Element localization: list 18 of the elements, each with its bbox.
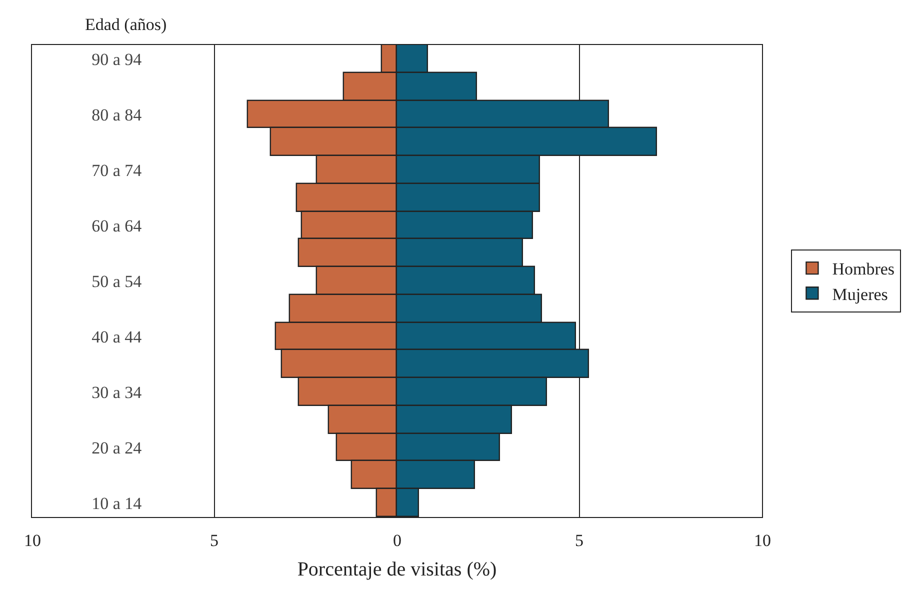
x-tick-label: 5 [210, 531, 218, 550]
y-tick-label: 40 a 44 [92, 327, 142, 346]
x-tick-label: 0 [393, 531, 402, 550]
y-tick-label: 50 a 54 [92, 272, 142, 291]
y-axis-title: Edad (años) [85, 15, 167, 34]
x-tick-label: 5 [575, 531, 584, 550]
y-tick-label: 90 a 94 [92, 50, 142, 69]
y-tick-label: 60 a 64 [92, 216, 142, 236]
legend-label: Hombres [832, 260, 895, 279]
y-tick-label: 30 a 34 [92, 383, 142, 402]
y-tick-label: 70 a 74 [92, 160, 142, 180]
x-tick-label: 10 [754, 531, 771, 550]
legend-label: Mujeres [832, 284, 888, 304]
y-tick-label: 80 a 84 [92, 105, 142, 124]
x-axis-title: Porcentaje de visitas (%) [297, 558, 497, 580]
y-tick-label: 20 a 24 [92, 438, 142, 458]
x-tick-label: 10 [24, 531, 41, 550]
y-tick-label: 10 a 14 [92, 494, 142, 514]
